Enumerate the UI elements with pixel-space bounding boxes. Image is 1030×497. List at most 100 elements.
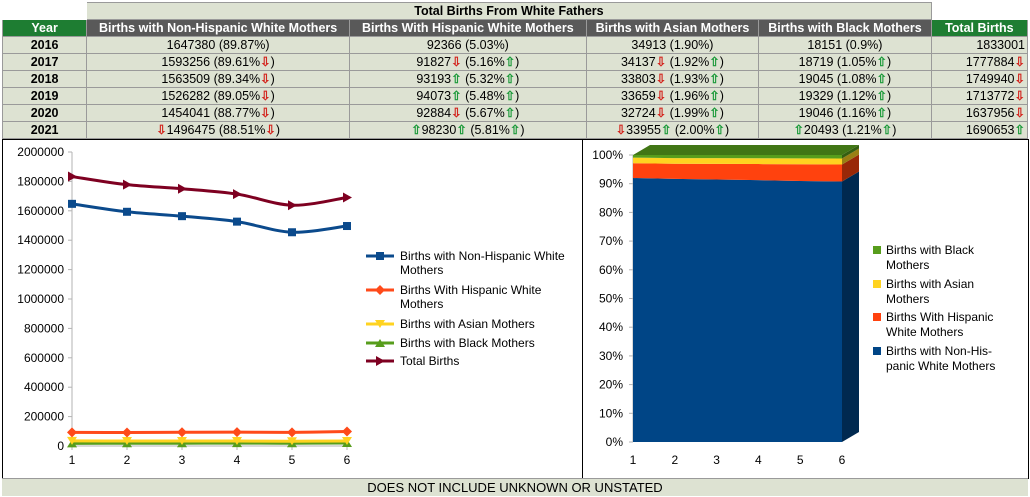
percent-value: (1.08% — [836, 71, 877, 86]
nhw-cell: 1563509 (89.34%⇩) — [86, 70, 350, 88]
trend-arrow-icon: ⇧ — [709, 88, 720, 103]
area-front-face — [633, 157, 842, 165]
x-tick-label: 4 — [755, 453, 762, 467]
total-cell: 1713772⇩ — [930, 87, 1029, 105]
legend-swatch — [873, 280, 881, 288]
y-tick-label: 70% — [599, 234, 623, 248]
hw-cell: 92366 (5.03%) — [349, 36, 587, 54]
total-value: 1777884 — [965, 54, 1015, 69]
y-tick-label: 800000 — [24, 321, 64, 335]
percent-value: (1.12% — [836, 88, 877, 103]
births-table: Total Births From White Fathers Year Bir… — [1, 2, 1029, 139]
legend-entry: Births With Hispanic White Mothers — [873, 310, 993, 339]
header-asian: Births with Asian Mothers — [585, 19, 760, 37]
y-tick-label: 60% — [599, 263, 623, 277]
x-tick-label: 5 — [797, 453, 804, 467]
trend-arrow-icon: ⇧ — [876, 88, 888, 103]
series-1 — [67, 426, 352, 438]
trend-arrow-icon: ⇧ — [504, 105, 516, 120]
count-value: 33659 — [620, 88, 656, 103]
y-tick-label: 100% — [592, 148, 623, 162]
percent-value: (5.67% — [465, 105, 505, 120]
data-point — [342, 437, 352, 446]
hw-cell: 94073⇧ (5.48%⇧) — [349, 87, 587, 105]
percent-value: (5.48% — [465, 88, 505, 103]
percent-value: (1.16% — [836, 105, 877, 120]
area-top-face — [633, 145, 859, 155]
y-tick-label: 200000 — [24, 410, 64, 424]
trend-arrow-icon: ⇧ — [456, 122, 467, 137]
percent-value: (1.90%) — [669, 37, 714, 52]
legend-marker-icon — [376, 356, 385, 366]
trend-arrow-icon: ⇧ — [1014, 122, 1025, 137]
data-point — [342, 426, 352, 437]
total-cell: 1777884⇩ — [930, 53, 1029, 71]
count-value: 1526282 — [161, 88, 211, 103]
hw-cell: 92884⇩ (5.67%⇧) — [349, 104, 587, 122]
as-cell: ⇩33955⇧ (2.00%⇧) — [585, 121, 760, 139]
x-tick-label: 6 — [839, 453, 846, 467]
series-line — [71, 202, 348, 234]
bl-cell: ⇧20493 (1.21%⇧) — [758, 121, 932, 139]
percent-value: (5.03%) — [465, 37, 509, 52]
count-value: 1647380 — [166, 37, 216, 52]
area-front-face — [633, 178, 842, 442]
percent-value: (5.81% — [470, 122, 510, 137]
x-tick-label: 2 — [124, 453, 131, 467]
data-point — [123, 179, 132, 190]
area-side-face — [842, 154, 859, 182]
data-point — [287, 437, 297, 446]
legend-entry: Births with Asian Mothers — [366, 317, 535, 331]
count-value: 19046 — [798, 105, 834, 120]
data-point — [122, 427, 132, 438]
bl-cell: 19045 (1.08%⇧) — [758, 70, 932, 88]
count-value: 33803 — [620, 71, 656, 86]
legend-label: Total Births — [400, 354, 459, 368]
series-line — [71, 430, 348, 435]
data-point — [68, 171, 77, 182]
data-point — [232, 437, 242, 446]
count-value: 34137 — [620, 54, 656, 69]
header-hispanic-white: Births With Hispanic White Mothers — [349, 19, 587, 37]
nhw-cell: 1454041 (88.77%⇩) — [86, 104, 350, 122]
trend-arrow-icon: ⇧ — [504, 54, 516, 69]
percent-value: (5.32% — [465, 71, 505, 86]
data-point — [233, 189, 242, 200]
count-value: 34913 — [631, 37, 667, 52]
y-tick-label: 80% — [599, 205, 623, 219]
year-cell: 2016 — [1, 36, 88, 54]
data-point — [343, 192, 352, 203]
area-series-3 — [633, 145, 859, 159]
trend-arrow-icon: ⇩ — [451, 54, 462, 69]
trend-arrow-icon: ⇧ — [793, 122, 804, 137]
corner-blank-right — [930, 2, 1029, 20]
data-point — [68, 199, 76, 208]
total-value: 1637956 — [965, 105, 1015, 120]
area-side-face — [842, 171, 859, 442]
percent-value: (0.9%) — [845, 37, 883, 52]
data-point — [233, 217, 241, 226]
corner-blank — [1, 2, 88, 20]
trend-arrow-icon: ⇩ — [260, 71, 271, 86]
percent-value: (2.00% — [674, 122, 715, 137]
legend-swatch — [873, 313, 881, 321]
percent-value: (5.16% — [465, 54, 505, 69]
y-tick-label: 20% — [599, 378, 623, 392]
series-line — [71, 175, 348, 207]
count-value: 33955 — [626, 122, 661, 137]
percent-value: (89.05% — [213, 88, 261, 103]
trend-arrow-icon: ⇩ — [1014, 105, 1025, 120]
data-point — [177, 437, 187, 446]
as-cell: 32724⇩ (1.99%⇧) — [585, 104, 760, 122]
trend-arrow-icon: ⇩ — [260, 88, 271, 103]
data-point — [178, 212, 186, 221]
trend-arrow-icon: ⇧ — [709, 71, 720, 86]
bl-cell: 19046 (1.16%⇧) — [758, 104, 932, 122]
total-value: 1833001 — [976, 37, 1025, 52]
count-value: 1496475 — [166, 122, 216, 137]
total-cell: 1833001 — [930, 36, 1029, 54]
header-black: Births with Black Mothers — [758, 19, 932, 37]
total-cell: 1690653⇧ — [930, 121, 1029, 139]
trend-arrow-icon: ⇧ — [504, 88, 516, 103]
area-side-face — [842, 145, 859, 159]
